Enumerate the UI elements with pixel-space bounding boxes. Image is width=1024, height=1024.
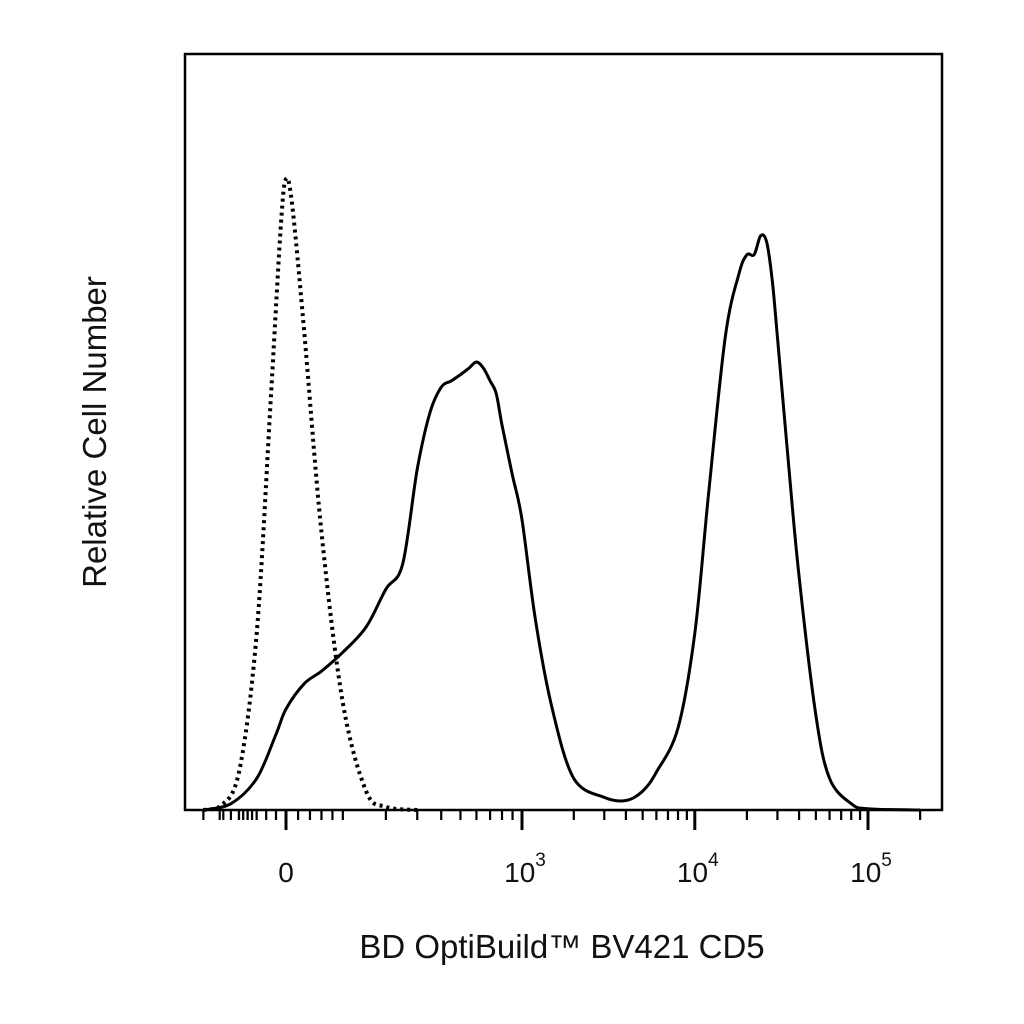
series-solid-line — [203, 233, 921, 812]
y-axis-title: Relative Cell Number — [76, 276, 113, 588]
x-axis-title: BD OptiBuild™ BV421 CD5 — [359, 928, 764, 965]
plot-frame — [183, 52, 944, 812]
x-axis-ticks — [202, 810, 922, 830]
x-tick-label: 0 — [278, 857, 294, 888]
x-tick-label: 104 — [677, 850, 719, 888]
x-tick-labels: 0 103 104 105 — [278, 850, 892, 888]
x-tick-label: 103 — [504, 850, 546, 888]
x-tick-label: 105 — [850, 850, 892, 888]
series-layer — [203, 176, 921, 812]
series-dotted-line — [203, 176, 418, 812]
